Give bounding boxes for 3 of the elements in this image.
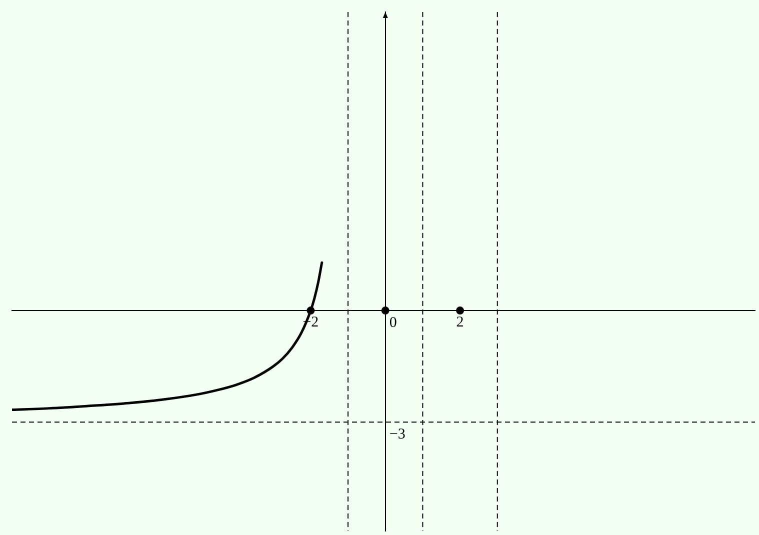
- x-tick-label: 2: [456, 314, 464, 330]
- y-tick-label: 0: [389, 314, 397, 331]
- y-tick-label: −3: [389, 426, 406, 443]
